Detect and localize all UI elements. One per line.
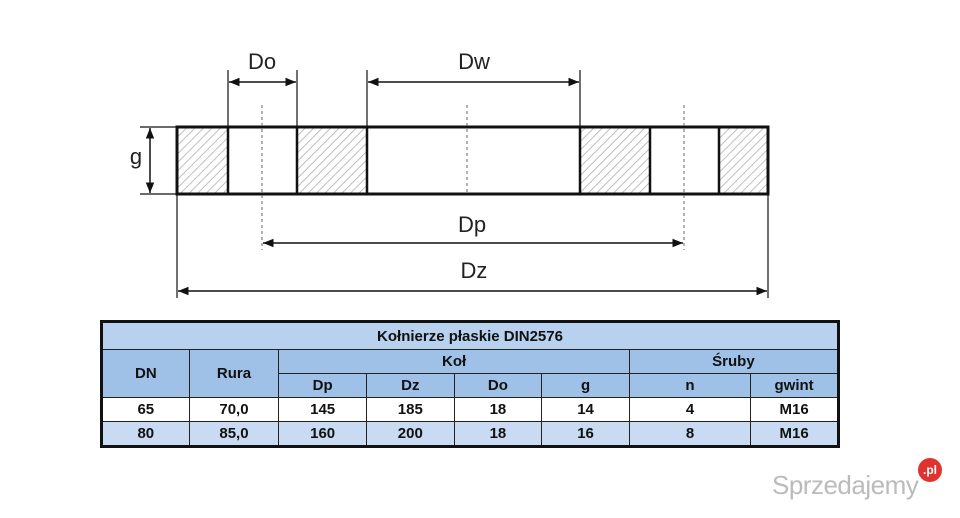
cell: 145 bbox=[278, 397, 367, 422]
cell: 18 bbox=[453, 397, 543, 422]
cell: M16 bbox=[750, 421, 839, 447]
dimension-lines bbox=[145, 77, 767, 296]
table-title: Kołnierze płaskie DIN2576 bbox=[101, 321, 839, 350]
sub-header: Do bbox=[453, 373, 543, 398]
watermark-tld: .pl bbox=[918, 458, 942, 482]
cell: 70,0 bbox=[188, 397, 280, 422]
hatched-sections bbox=[175, 125, 770, 196]
label-g: g bbox=[130, 144, 142, 169]
cell: 85,0 bbox=[188, 421, 280, 447]
flange-table: Kołnierze płaskie DIN2576 DN Rura Koł Śruby… bbox=[100, 320, 840, 448]
cell: M16 bbox=[750, 397, 839, 422]
header: Śruby bbox=[628, 349, 840, 374]
cell: 160 bbox=[278, 421, 367, 447]
sub-header: g bbox=[541, 373, 630, 398]
sub-header: n bbox=[628, 373, 752, 398]
sub-header: Dz bbox=[365, 373, 455, 398]
label-dp: Dp bbox=[458, 212, 486, 237]
header: DN bbox=[101, 349, 190, 398]
cell: 65 bbox=[101, 397, 190, 422]
watermark: Sprzedajemy bbox=[772, 470, 919, 500]
cell: 4 bbox=[628, 397, 752, 422]
label-do: Do bbox=[248, 49, 276, 74]
center-lines bbox=[261, 105, 685, 250]
cell: 18 bbox=[453, 421, 543, 447]
header: Koł bbox=[278, 349, 630, 374]
cell: 14 bbox=[541, 397, 630, 422]
label-dz: Dz bbox=[461, 258, 488, 283]
cell: 200 bbox=[365, 421, 455, 447]
label-dw: Dw bbox=[458, 49, 490, 74]
cell: 80 bbox=[101, 421, 190, 447]
cell: 185 bbox=[365, 397, 455, 422]
cell: 16 bbox=[541, 421, 630, 447]
header: Rura bbox=[188, 349, 280, 398]
sub-header: Dp bbox=[278, 373, 367, 398]
flange-drawing: Do Dw g Dp Dz bbox=[130, 49, 770, 298]
extension-lines bbox=[140, 70, 769, 298]
sub-header: gwint bbox=[750, 373, 839, 398]
cell: 8 bbox=[628, 421, 752, 447]
flange-outline bbox=[175, 125, 770, 196]
